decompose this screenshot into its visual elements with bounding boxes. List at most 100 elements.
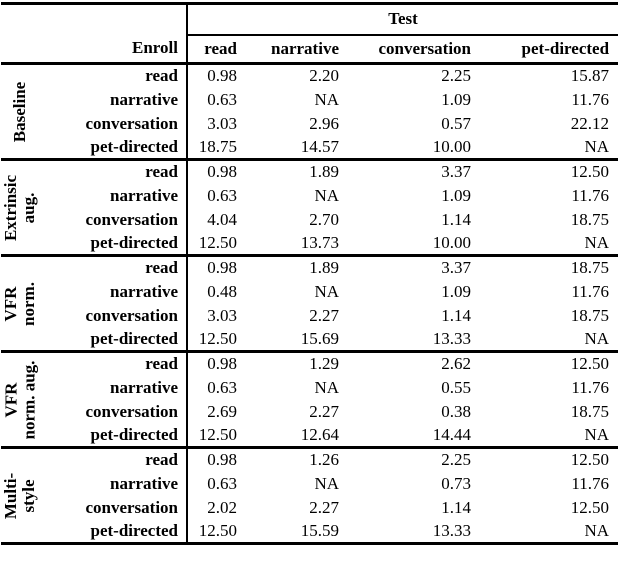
- value-cell: 1.14: [441, 305, 471, 325]
- group-label-line: VFR: [1, 286, 21, 321]
- value-cell: 22.12: [570, 113, 610, 133]
- value-cell: 1.89: [309, 162, 339, 182]
- row-label: conversation: [85, 497, 178, 517]
- value-cell: 13.33: [432, 520, 471, 540]
- value-cell: 4.04: [186, 207, 242, 232]
- test-header-row: Test: [1, 3, 619, 36]
- value-cell: 11.76: [571, 377, 610, 397]
- column-header-row: Enroll read narrative conversation pet-d…: [1, 34, 618, 64]
- value-cell: 0.98: [186, 351, 242, 376]
- group-label-line: Baseline: [10, 81, 30, 142]
- value-cell: 1.26: [309, 450, 339, 470]
- value-cell: 0.55: [441, 377, 471, 397]
- value-cell: 14.44: [432, 424, 471, 444]
- value-cell: 2.70: [309, 209, 339, 229]
- value-cell: 1.09: [441, 89, 471, 109]
- row-label: conversation: [85, 209, 178, 229]
- column-header-pet-directed: pet-directed: [521, 38, 610, 58]
- value-cell: 12.50: [570, 450, 610, 470]
- value-cell: 1.09: [441, 281, 471, 301]
- value-cell: NA: [584, 424, 610, 444]
- value-cell: 0.57: [441, 113, 471, 133]
- table-row: Extrinsic aug. read 0.98 1.89 3.37 12.50: [1, 159, 618, 241]
- group-label: VFR norm.: [1, 257, 39, 350]
- table-row: pet-directed 12.50 13.73 10.00 NA: [1, 231, 618, 256]
- value-cell: 12.50: [186, 519, 242, 544]
- value-cell: 1.29: [309, 354, 339, 374]
- row-label: narrative: [110, 89, 178, 109]
- value-cell: NA: [584, 232, 610, 252]
- row-label: pet-directed: [90, 520, 179, 540]
- row-label: narrative: [110, 281, 178, 301]
- value-cell: 10.00: [432, 136, 471, 156]
- table-row: pet-directed 12.50 15.59 13.33 NA: [1, 519, 618, 544]
- value-cell: 12.50: [570, 497, 610, 517]
- group-label-line: Extrinsic: [1, 174, 21, 241]
- value-cell: 15.59: [300, 520, 339, 540]
- table-row: VFR norm. read 0.98 1.89 3.37 18.75: [1, 255, 618, 325]
- value-cell: 11.76: [571, 473, 610, 493]
- value-cell: 13.73: [300, 232, 339, 252]
- value-cell: 2.27: [309, 401, 339, 421]
- table-row: pet-directed 12.50 15.69 13.33 NA: [1, 327, 618, 352]
- value-cell: 12.50: [186, 231, 242, 256]
- value-cell: 0.63: [186, 87, 242, 112]
- value-cell: 3.37: [441, 258, 471, 278]
- value-cell: 0.98: [186, 159, 242, 184]
- value-cell: NA: [314, 89, 339, 109]
- row-label: narrative: [110, 473, 178, 493]
- spacer-cell: [1, 35, 39, 64]
- group-label: Multi- style: [1, 449, 39, 542]
- table-row: conversation 4.04 2.70 1.14 18.75: [1, 207, 618, 232]
- row-label: read: [145, 162, 178, 182]
- value-cell: 2.62: [441, 354, 471, 374]
- value-cell: 0.48: [186, 279, 242, 304]
- test-group-header: Test: [185, 3, 619, 36]
- value-cell: 11.76: [571, 281, 610, 301]
- group-label-line: VFR: [1, 382, 20, 417]
- row-label: read: [145, 258, 178, 278]
- value-cell: 11.76: [571, 89, 610, 109]
- value-cell: 2.69: [186, 399, 242, 424]
- value-cell: 2.27: [309, 497, 339, 517]
- value-cell: 0.73: [441, 473, 471, 493]
- row-label: read: [145, 66, 178, 86]
- value-cell: 18.75: [570, 305, 610, 325]
- table-row: pet-directed 12.50 12.64 14.44 NA: [1, 423, 618, 448]
- value-cell: NA: [314, 281, 339, 301]
- group-multi-style: Multi- style read 0.98 1.26 2.25 12.50 n…: [1, 447, 619, 544]
- value-cell: 0.98: [186, 63, 242, 88]
- table-row: narrative 0.63 NA 0.73 11.76: [1, 471, 618, 496]
- value-cell: NA: [314, 185, 339, 205]
- row-label: read: [145, 450, 178, 470]
- value-cell: NA: [314, 377, 339, 397]
- value-cell: 15.87: [570, 66, 610, 86]
- spacer-cell: [1, 4, 187, 35]
- row-label: read: [145, 354, 178, 374]
- group-baseline: Baseline read 0.98 2.20 2.25 15.87 narra…: [1, 63, 619, 160]
- column-header-narrative: narrative: [271, 38, 339, 58]
- value-cell: 11.76: [571, 185, 610, 205]
- table-row: narrative 0.48 NA 1.09 11.76: [1, 279, 618, 304]
- value-cell: NA: [584, 520, 610, 540]
- table-row: conversation 2.69 2.27 0.38 18.75: [1, 399, 618, 424]
- row-label: narrative: [110, 185, 178, 205]
- value-cell: 3.03: [186, 111, 242, 136]
- group-label: Baseline: [1, 65, 39, 158]
- value-cell: 1.89: [309, 258, 339, 278]
- value-cell: 0.38: [441, 401, 471, 421]
- enroll-header: Enroll: [132, 38, 178, 58]
- group-label-cell: Extrinsic aug.: [1, 160, 39, 256]
- group-label: VFR norm. aug.: [1, 353, 39, 446]
- value-cell: 2.27: [309, 305, 339, 325]
- group-label-cell: VFR norm. aug.: [1, 352, 39, 448]
- row-label: pet-directed: [90, 136, 179, 156]
- value-cell: 1.14: [441, 497, 471, 517]
- value-cell: 0.98: [186, 255, 242, 280]
- group-label: Extrinsic aug.: [1, 161, 39, 254]
- group-label-line: aug.: [19, 192, 39, 223]
- table-row: narrative 0.63 NA 0.55 11.76: [1, 375, 618, 400]
- table-row: pet-directed 18.75 14.57 10.00 NA: [1, 135, 618, 160]
- row-label: pet-directed: [90, 424, 179, 444]
- row-label: conversation: [85, 401, 178, 421]
